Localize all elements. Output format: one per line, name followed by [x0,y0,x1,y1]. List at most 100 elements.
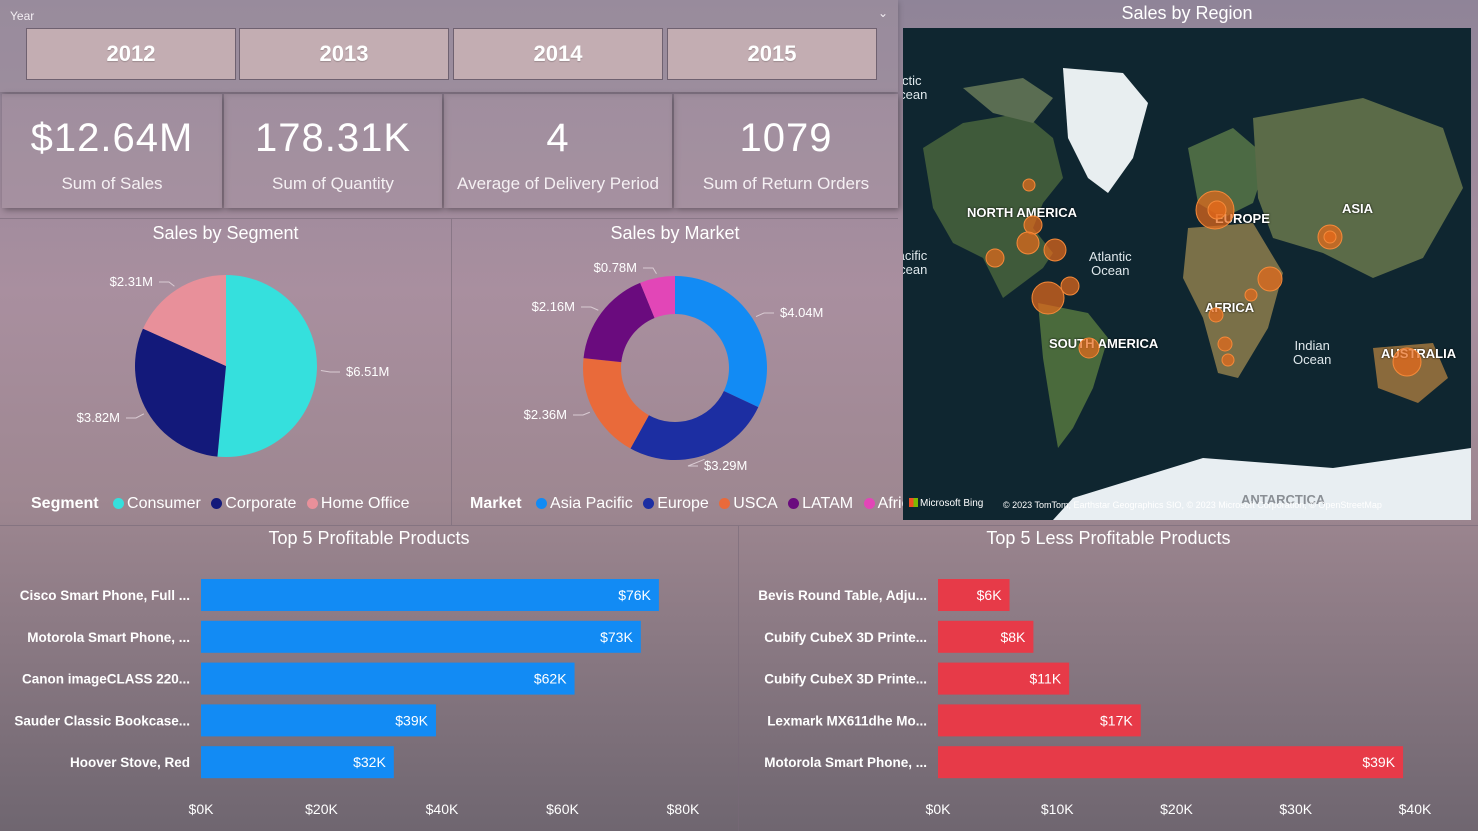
ocean-label: Arctic Ocean [903,73,928,102]
kpi-label: Average of Delivery Period [457,174,659,193]
bar-value-label: $39K [1362,754,1395,770]
kpi-card-quantity: 178.31K Sum of Quantity [224,94,442,208]
legend-dot [719,498,731,509]
bar[interactable] [938,579,1010,611]
category-label: Cubify CubeX 3D Printe... [764,672,927,687]
bar-value-label: $11K [1030,671,1062,687]
bar-value-label: $62K [534,671,567,687]
map-bubble [1022,178,1036,192]
map-bubble [1043,238,1067,262]
pie-slice[interactable] [630,390,759,460]
chevron-down-icon[interactable]: ⌄ [877,6,888,20]
segment-pie-chart: $6.51M $3.82M $2.31M [77,274,389,457]
legend-dot [536,498,548,509]
bar[interactable] [938,662,1070,695]
data-label: $3.29M [704,458,747,473]
map-copyright[interactable]: © 2023 TomTom, Earthstar Geographics SIO… [1003,500,1382,510]
bar[interactable] [201,704,436,737]
market-legend: Market Asia Pacific Europe USCA LATAM Af… [470,495,924,513]
pie-slice[interactable] [583,358,649,449]
pie-slice[interactable] [640,276,675,319]
region-label: ANTARCTICA [1241,492,1326,507]
segment-chart-panel: Sales by Segment $6.51M $3.82M $2.31M Segm… [0,219,451,525]
bar-value-label: $73K [600,629,633,645]
data-label: $3.82M [77,410,120,425]
pie-slice[interactable] [217,275,317,457]
data-label: $2.31M [110,274,153,289]
category-label: Hoover Stove, Red [70,755,190,770]
legend-item-corporate[interactable]: Corporate [211,495,296,512]
map-bubble [985,248,1005,268]
bing-label: Microsoft Bing [920,498,984,509]
legend-dot [113,498,125,509]
greenland-landmass [1063,68,1148,193]
bar[interactable] [938,704,1141,737]
legend-item-latam[interactable]: LATAM [788,495,853,512]
legend-item-consumer[interactable]: Consumer [113,495,201,512]
map-bubble [1257,266,1283,292]
year-button-2012[interactable]: 2012 [26,28,236,80]
kpi-value: $12.64M [30,116,194,160]
year-button-2013[interactable]: 2013 [239,28,449,80]
region-label: NORTH AMERICA [967,205,1078,220]
category-label: Canon imageCLASS 220... [22,672,190,687]
bar[interactable] [201,620,641,653]
kpi-label: Sum of Return Orders [702,174,870,193]
leader-line [581,306,599,311]
map-bubble [1060,276,1080,296]
legend-item-europe[interactable]: Europe [643,495,709,512]
year-button-2014[interactable]: 2014 [453,28,663,80]
bing-logo: Microsoft Bing [909,498,983,509]
year-button-2015[interactable]: 2015 [667,28,877,80]
region-label: SOUTH AMERICA [1049,336,1159,351]
legend-title: Segment [31,495,99,512]
legend-dot [788,498,800,509]
chart-title: Sales by Segment [152,223,299,243]
asia-landmass [1253,98,1463,278]
bar[interactable] [201,746,394,779]
less-profitable-bar-chart: $6K Bevis Round Table, Adju... $8K Cubify C… [758,579,1432,817]
leader-line [573,411,590,416]
leader-line [687,458,705,467]
x-tick-label: $20K [1160,801,1193,817]
data-label: $2.36M [524,407,567,422]
leader-line [126,413,145,419]
category-label: Motorola Smart Phone, ... [764,755,927,770]
leader-line [320,369,340,373]
legend-item-usca[interactable]: USCA [719,495,778,512]
x-tick-label: $10K [1041,801,1074,817]
category-label: Cisco Smart Phone, Full ... [20,588,190,603]
map-bubble [1016,231,1040,255]
pie-slice[interactable] [583,282,655,363]
data-label: $6.51M [346,364,389,379]
x-tick-label: $0K [926,801,952,817]
divider [451,219,452,525]
sales-map[interactable]: NORTH AMERICA EUROPE ASIA AFRICA SOUTH A… [903,28,1471,520]
legend-item-home-office[interactable]: Home Office [306,495,410,512]
bar[interactable] [201,579,659,611]
pie-slice[interactable] [143,275,226,366]
kpi-value: 1079 [739,116,833,160]
profitable-bar-chart: $76K Cisco Smart Phone, Full ... $73K Motor… [14,579,700,817]
category-label: Bevis Round Table, Adju... [758,588,927,603]
kpi-card-delivery: 4 Average of Delivery Period [444,94,672,208]
leader-line [755,312,774,317]
legend-item-asia-pacific[interactable]: Asia Pacific [536,495,633,512]
legend-dot [643,498,655,509]
pie-slice[interactable] [135,328,226,457]
bar-value-label: $39K [395,712,428,728]
legend-label: Corporate [225,495,297,512]
map-bubble [1221,353,1235,367]
bar[interactable] [201,662,575,695]
ocean-label: Atlantic Ocean [1089,249,1132,278]
legend-dot [306,498,318,509]
map-bubble [1208,307,1224,323]
bar-value-label: $8K [1000,629,1026,645]
segment-legend: Segment Consumer Corporate Home Office [31,495,416,513]
bar[interactable] [938,746,1404,779]
bar[interactable] [938,620,1034,653]
category-label: Motorola Smart Phone, ... [27,630,190,645]
pie-slice[interactable] [675,276,767,408]
year-slicer: Year ⌄ 2012 2013 2014 2015 [0,0,898,92]
bar-value-label: $76K [618,587,651,603]
